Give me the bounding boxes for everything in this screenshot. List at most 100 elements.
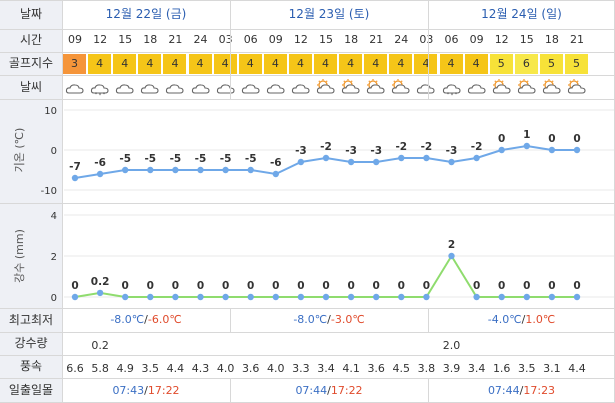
data-point [448,252,455,260]
data-label: 0 [172,280,179,292]
row-label-weather: 날씨 [0,75,62,99]
data-point [122,293,129,301]
data-label: 0 [523,280,530,292]
time-cell: 09 [268,33,283,46]
golf-index-cell: 4 [113,54,137,74]
wind-speed-value: 3.8 [417,362,436,375]
data-label: -5 [195,153,207,165]
tick-label: 0 [51,293,57,304]
cloudy-icon [467,84,486,94]
row-label-date: 날짜 [0,0,62,29]
wind-speed-value: 3.5 [518,362,536,375]
data-point [96,289,104,297]
precipitation-chart: 강수 (mm) 4 2 0 0 0.2 0 0 0 0 0 0 0 0 0 0 0 0 0 2 0 0 0 0 0 [13,211,614,304]
data-label: -5 [170,153,182,165]
svg-text:*: * [99,93,102,98]
data-label: 0 [247,280,254,292]
sun-day-3: 07:44/17:23 [487,384,556,397]
data-point [498,146,505,154]
data-point [222,166,229,174]
data-point [297,293,305,301]
wind-speed-value: 3.4 [317,362,335,375]
min-temp: -8.0℃ [293,313,328,326]
cloudy-icon [191,84,210,94]
data-label: 0 [122,280,129,292]
wind-speed-value: 4.4 [568,362,586,375]
rain-chart-axis-area [0,203,62,308]
time-cell: 21 [369,33,384,46]
tick-label: -10 [41,186,57,197]
data-label: -2 [395,141,407,153]
data-point [573,293,581,301]
partly-cloudy-icon [341,79,360,94]
data-label: 0 [147,280,154,292]
golf-index-cell: 4 [339,54,363,74]
tick-label: 2 [51,252,57,263]
data-label: 0 [548,280,555,292]
time-cell: 03 [218,33,233,46]
wind-speed-value: 3.1 [543,362,561,375]
partly-cloudy-icon [492,79,511,94]
sunrise-time: 07:43 [112,384,145,397]
data-label: -2 [421,141,433,153]
data-label: 0 [272,280,279,292]
golf-index-cell: 6 [514,54,538,74]
data-point [322,293,330,301]
max-temp: 1.0℃ [525,313,556,326]
time-cell: 18 [344,33,359,46]
data-label: 2 [448,239,455,251]
day-header-3: 12월 24일 (일) [481,7,562,21]
time-cell: 09 [68,33,82,46]
data-point [347,158,355,166]
min-temp: -4.0℃ [487,313,522,326]
data-point [523,142,530,150]
time-cell: 15 [519,33,534,46]
wind-speed-value: 4.0 [216,362,235,375]
data-point [272,293,279,301]
data-label: -3 [345,145,357,157]
svg-text:*: * [103,92,106,98]
data-label: 0 [398,280,405,292]
golf-index-cell: 4 [163,54,187,74]
data-label: 0 [222,280,229,292]
row-label-minmax: 최고최저 [0,308,62,332]
data-point [172,293,179,301]
day-header-2: 12월 23일 (토) [288,7,370,21]
data-point [71,293,79,301]
data-label: -7 [69,161,81,173]
wind-speed-value: 3.6 [241,362,260,375]
data-label: 0 [297,280,304,292]
golf-index-cell: 4 [238,54,262,74]
data-label: 0 [197,280,204,292]
golf-index-cell: 4 [439,54,463,74]
time-cell: 21 [570,33,584,46]
data-point [573,146,581,154]
temp-chart-axis-area [0,99,62,203]
golf-index-cell: 4 [288,54,312,74]
data-point [548,293,556,301]
row-label-golf-index: 골프지수 [0,52,62,75]
minmax-day-3: -4.0℃/1.0℃ [487,313,556,326]
golf-index-cell: 4 [414,54,438,74]
time-cell: 12 [93,33,108,46]
day-header-1: 12월 22일 (금) [105,7,187,21]
data-point [297,158,305,166]
time-cell: 15 [319,33,333,46]
data-point [423,293,430,301]
data-point [247,166,254,174]
data-label: -5 [119,153,131,165]
sunset-time: 17:23 [523,384,556,397]
wind-speed-value: 3.9 [442,362,461,375]
data-label: -6 [270,157,282,169]
data-label: 0 [498,280,505,292]
minmax-day-1: -8.0℃/-6.0℃ [110,313,182,326]
data-label: 0 [322,280,329,292]
cloudy-icon [266,84,285,94]
golf-index-cell: 4 [464,54,488,74]
wind-speed-value: 5.8 [91,362,109,375]
golf-index-cell: 4 [364,54,388,74]
golf-index-cell: 4 [389,54,413,74]
golf-index-cell: 4 [88,54,112,74]
precip-value: 2.0 [442,339,461,352]
data-point [272,170,279,178]
